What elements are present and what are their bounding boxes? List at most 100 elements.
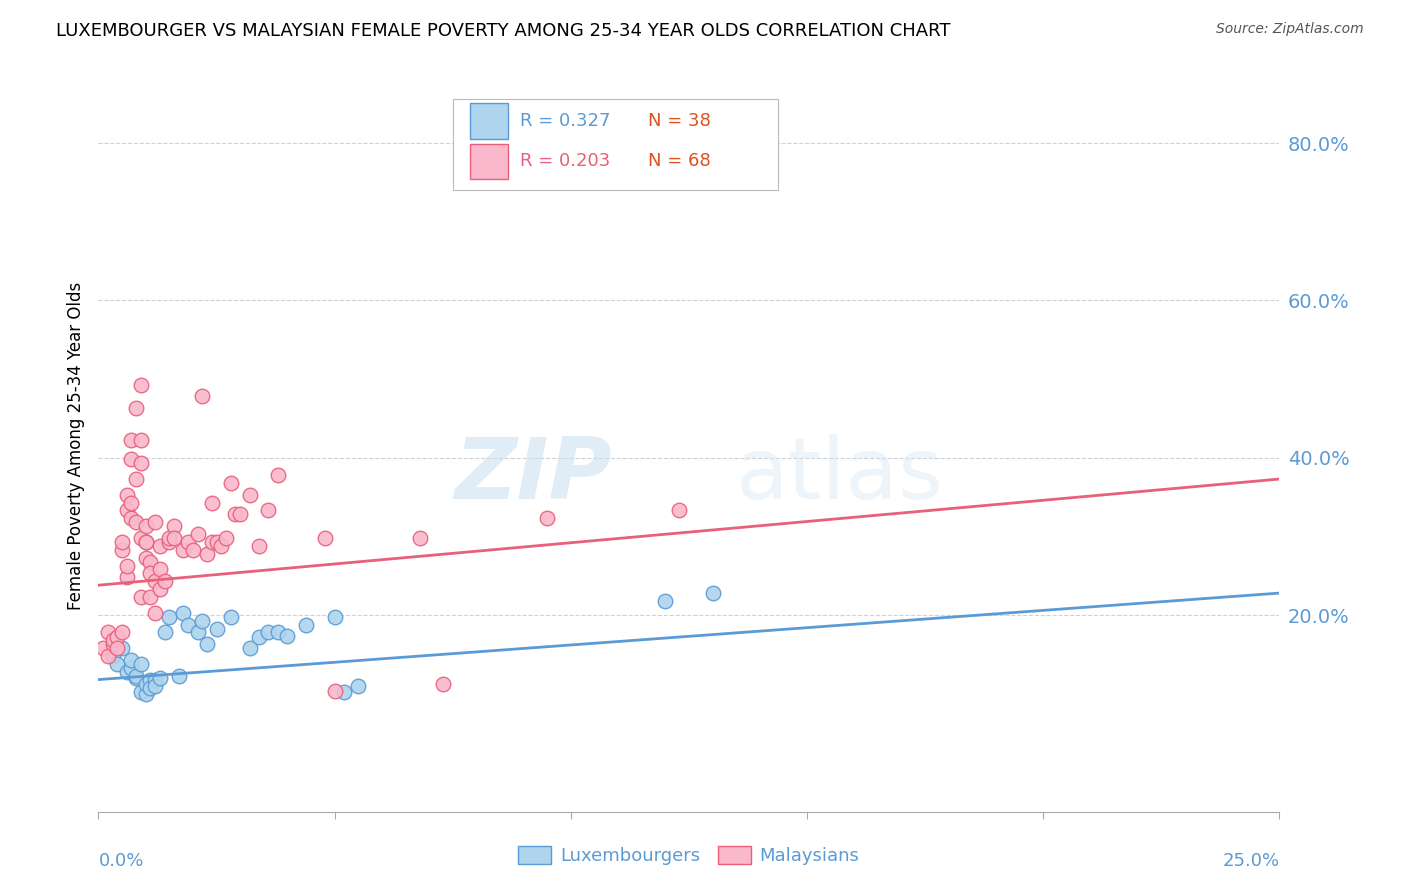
Point [157,609,180,624]
Point [177,617,200,632]
Y-axis label: Female Poverty Among 25-34 Year Olds: Female Poverty Among 25-34 Year Olds [66,282,84,610]
Point [121,661,143,675]
Point [219,610,242,624]
Point [408,531,430,545]
Point [115,488,138,502]
Point [101,633,124,648]
Point [115,665,138,679]
Point [172,542,194,557]
Point [139,555,162,569]
Point [139,681,162,696]
Point [129,377,152,392]
Point [139,673,162,687]
Point [163,519,186,533]
Point [135,535,157,549]
Text: N = 38: N = 38 [648,112,710,130]
Point [139,590,162,604]
Legend: Luxembourgers, Malaysians: Luxembourgers, Malaysians [512,838,866,872]
Text: ZIP: ZIP [454,434,612,516]
Point [115,558,138,573]
Point [224,508,246,522]
Text: 0.0%: 0.0% [98,852,143,870]
Point [247,539,270,553]
Point [157,531,180,545]
Point [181,542,204,557]
Text: R = 0.203: R = 0.203 [520,153,610,170]
Point [347,679,370,693]
Text: atlas: atlas [737,434,945,516]
Point [125,472,148,486]
Point [125,401,148,416]
Point [157,535,180,549]
Point [276,629,298,643]
Point [323,610,346,624]
Point [111,535,134,549]
Point [149,539,172,553]
Point [177,535,200,549]
Point [121,433,143,447]
Point [153,625,176,640]
Point [219,475,242,490]
Point [257,625,280,640]
Point [143,679,166,693]
Point [135,550,157,565]
Text: R = 0.327: R = 0.327 [520,112,610,130]
Point [201,495,224,509]
Point [97,648,120,663]
Point [135,535,157,549]
FancyBboxPatch shape [453,99,778,190]
Point [257,503,280,517]
Point [201,535,224,549]
Point [191,389,214,403]
Point [129,590,152,604]
Point [209,539,232,553]
Text: Source: ZipAtlas.com: Source: ZipAtlas.com [1216,22,1364,37]
Point [668,503,690,517]
Point [143,574,166,589]
Point [125,669,148,683]
Point [105,657,128,671]
Point [702,586,724,600]
Point [167,669,190,683]
Point [215,531,238,545]
Point [536,511,558,525]
Point [105,641,128,656]
Point [143,606,166,620]
Point [333,685,356,699]
Point [129,531,152,545]
Point [187,625,209,640]
Point [153,574,176,589]
Point [121,653,143,667]
FancyBboxPatch shape [471,103,508,139]
Point [129,433,152,447]
Point [143,516,166,530]
Point [105,630,128,644]
Point [111,641,134,656]
Point [229,508,252,522]
Point [172,606,194,620]
Point [149,582,172,596]
Point [97,625,120,640]
Point [205,535,228,549]
Point [121,495,143,509]
Point [135,677,157,691]
Point [111,625,134,640]
Point [195,547,218,561]
Text: 25.0%: 25.0% [1222,852,1279,870]
Point [121,511,143,525]
Point [149,671,172,685]
Point [187,527,209,541]
Point [267,625,290,640]
Point [205,622,228,636]
Point [101,648,124,663]
Point [323,684,346,698]
Point [121,452,143,467]
Point [115,503,138,517]
Point [247,630,270,644]
Point [135,687,157,701]
Point [239,488,262,502]
Point [143,673,166,687]
Point [267,468,290,483]
Text: N = 68: N = 68 [648,153,710,170]
Point [125,516,148,530]
